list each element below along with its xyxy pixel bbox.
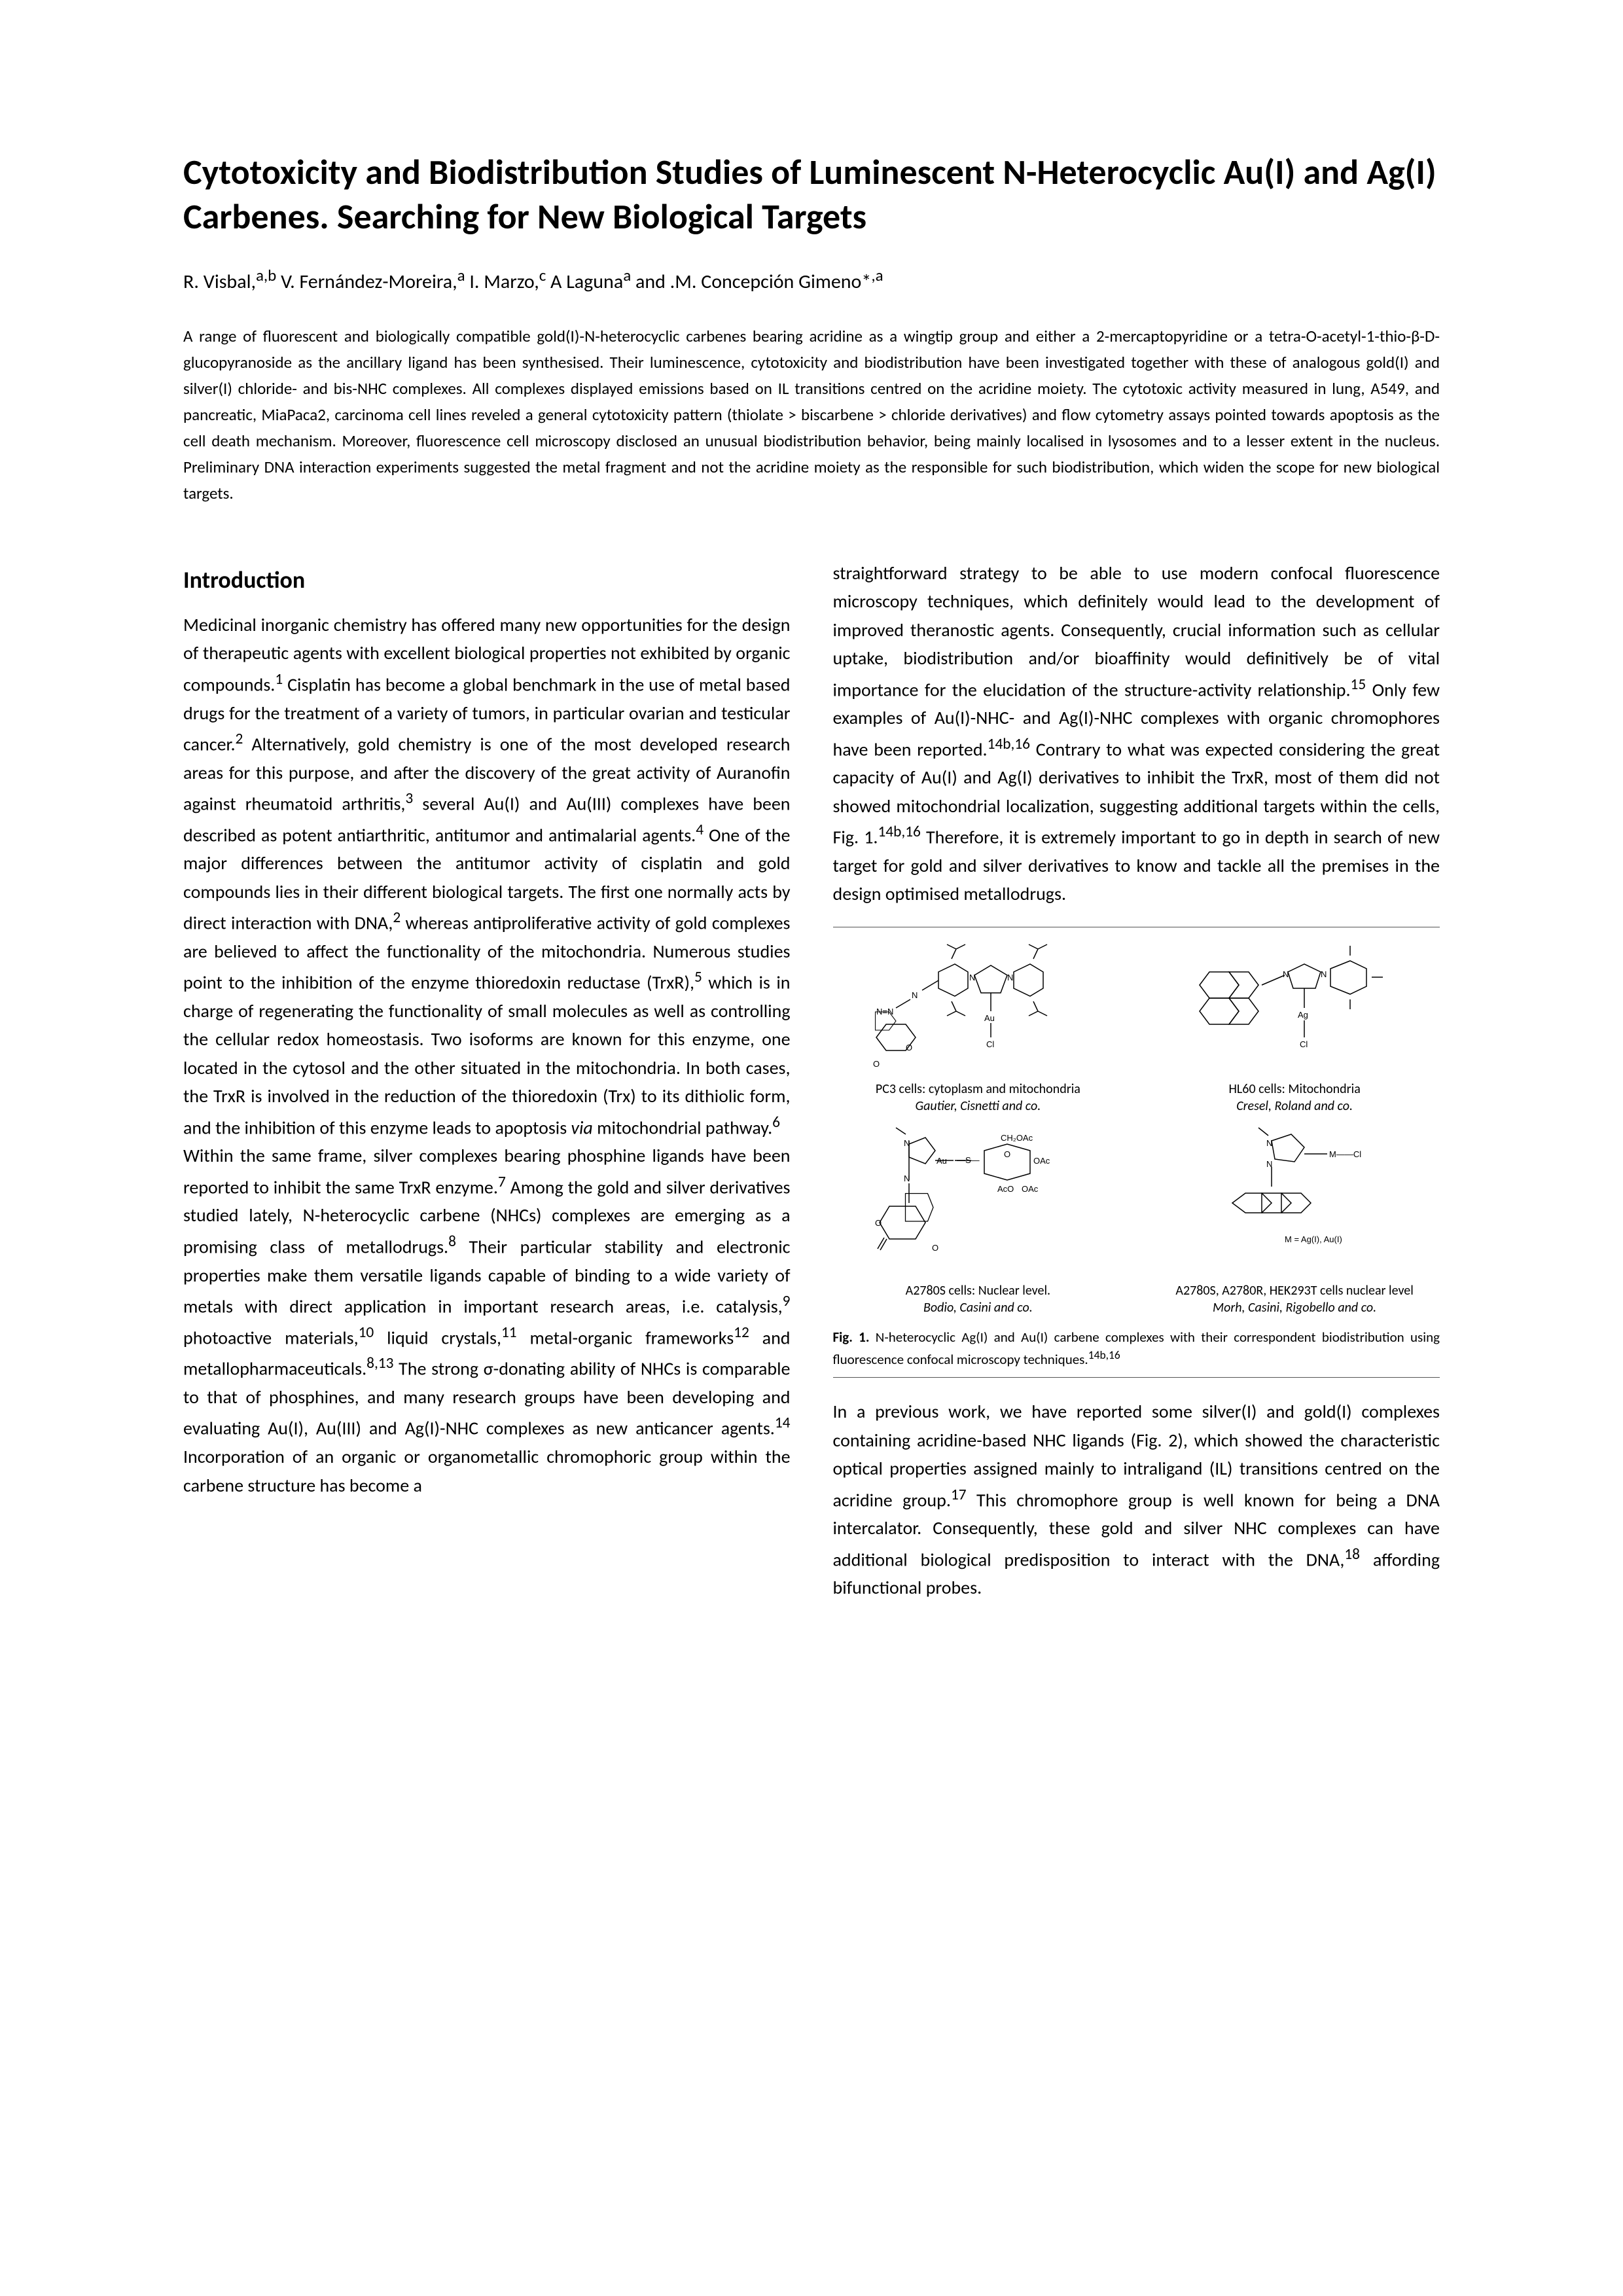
svg-text:CH₂OAc: CH₂OAc (1001, 1133, 1033, 1143)
svg-text:N: N (912, 990, 918, 1000)
svg-text:AcO: AcO (997, 1184, 1014, 1194)
svg-text:N: N (1283, 969, 1289, 979)
svg-text:Ag: Ag (1298, 1010, 1308, 1020)
intro-paragraph-2: Within the same frame, silver complexes … (183, 1141, 791, 1499)
chem-structure-icon: N N Ag Cl (1186, 939, 1402, 1077)
intro-paragraph-3: straightforward strategy to be able to u… (833, 559, 1440, 908)
svg-text:Cl: Cl (1300, 1039, 1308, 1049)
fig-cell-caption: HL60 cells: Mitochondria (1228, 1081, 1360, 1097)
chem-structure-icon: N N M——Cl M = Ag( (1186, 1121, 1402, 1278)
figure-1-structure-c: N N Au —S— CH₂OAc OAc AcO O (833, 1121, 1124, 1316)
svg-text:O: O (906, 1043, 912, 1052)
svg-text:N: N (904, 1174, 910, 1183)
figure-1: N N Au (833, 927, 1440, 1378)
svg-text:N: N (1007, 973, 1013, 982)
svg-text:N: N (904, 1138, 910, 1148)
svg-text:O: O (932, 1243, 938, 1253)
fig-cell-authors: Morh, Casini, Rigobello and co. (1213, 1300, 1376, 1316)
svg-text:M——Cl: M——Cl (1329, 1149, 1361, 1159)
intro-heading: Introduction (183, 565, 791, 594)
author-list: R. Visbal,a,b V. Fernández-Moreira,a I. … (183, 265, 1440, 294)
fig-cell-caption: PC3 cells: cytoplasm and mitochondria (876, 1081, 1080, 1097)
fig-cell-authors: Gautier, Cisnetti and co. (915, 1098, 1041, 1114)
svg-text:N: N (969, 973, 975, 982)
fig-cell-caption: A2780S cells: Nuclear level. (906, 1283, 1050, 1299)
svg-text:N: N (1266, 1138, 1272, 1148)
svg-text:—S—: —S— (957, 1155, 980, 1165)
figure-1-structure-a: N N Au (833, 939, 1124, 1115)
intro-paragraph-4: In a previous work, we have reported som… (833, 1397, 1440, 1602)
chem-structure-icon: N N Au —S— CH₂OAc OAc AcO O (870, 1121, 1086, 1278)
column-left: Introduction Medicinal inorganic chemist… (183, 559, 791, 1602)
svg-text:OAc: OAc (1033, 1156, 1050, 1166)
svg-text:M = Ag(I), Au(I): M = Ag(I), Au(I) (1285, 1234, 1342, 1244)
column-right: straightforward strategy to be able to u… (833, 559, 1440, 1602)
article-title: Cytotoxicity and Biodistribution Studies… (183, 151, 1440, 239)
fig-cell-authors: Bodio, Casini and co. (923, 1300, 1033, 1316)
figure-1-caption: Fig. 1. N-heterocyclic Ag(I) and Au(I) c… (833, 1328, 1440, 1370)
svg-text:O: O (875, 1218, 882, 1228)
svg-text:Au: Au (936, 1156, 947, 1166)
abstract: A range of fluorescent and biologically … (183, 323, 1440, 507)
figure-1-structure-b: N N Ag Cl (1149, 939, 1440, 1115)
fig-cell-caption: A2780S, A2780R, HEK293T cells nuclear le… (1175, 1283, 1413, 1299)
chem-structure-icon: N N Au (870, 939, 1086, 1077)
svg-text:O: O (1004, 1149, 1010, 1159)
intro-paragraph-1: Medicinal inorganic chemistry has offere… (183, 611, 791, 1141)
figure-1-structure-d: N N M——Cl M = Ag( (1149, 1121, 1440, 1316)
svg-text:Cl: Cl (986, 1039, 994, 1049)
fig-cell-authors: Cresel, Roland and co. (1236, 1098, 1353, 1114)
svg-text:N: N (1321, 969, 1327, 979)
svg-text:O: O (873, 1059, 880, 1069)
svg-text:OAc: OAc (1022, 1184, 1039, 1194)
svg-text:Au: Au (984, 1013, 995, 1023)
